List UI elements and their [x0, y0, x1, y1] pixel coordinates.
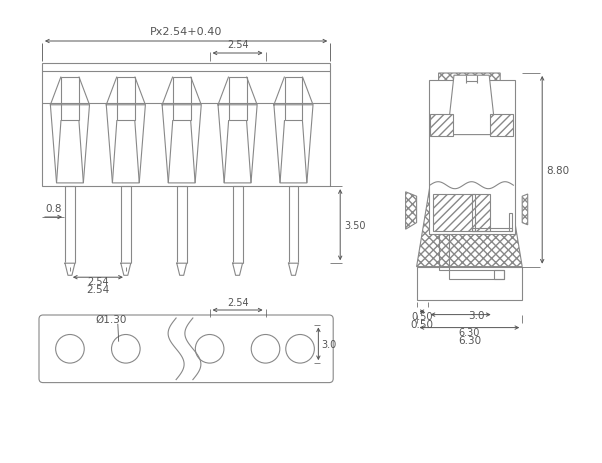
Text: 3.0: 3.0 [321, 339, 337, 349]
Bar [433, 194, 490, 232]
Polygon shape [406, 193, 417, 230]
Circle shape [55, 335, 84, 363]
Text: 3.50: 3.50 [344, 220, 365, 230]
Bar [471, 194, 475, 232]
Text: Ø1.30: Ø1.30 [96, 314, 127, 324]
Bar [61, 77, 79, 121]
Bar [285, 77, 302, 121]
Text: 6.30: 6.30 [459, 327, 480, 337]
Bar [117, 77, 135, 121]
Bar [471, 229, 512, 232]
Circle shape [286, 335, 314, 363]
Bar [448, 270, 503, 279]
Bar [173, 77, 191, 121]
Bar [430, 114, 453, 137]
Bar [288, 187, 299, 263]
Text: 2.54: 2.54 [227, 297, 249, 307]
Text: 3.0: 3.0 [468, 310, 485, 320]
Bar [177, 187, 187, 263]
Polygon shape [288, 263, 299, 275]
Text: 2.54: 2.54 [86, 285, 110, 294]
Bar [232, 187, 243, 263]
Bar [439, 234, 448, 270]
Polygon shape [417, 74, 522, 267]
Text: 2.54: 2.54 [227, 40, 249, 50]
Polygon shape [121, 263, 131, 275]
Circle shape [195, 335, 224, 363]
Bar [417, 267, 522, 300]
Polygon shape [232, 263, 243, 275]
Bar [509, 213, 512, 232]
Bar [490, 114, 514, 137]
Circle shape [111, 335, 140, 363]
Bar [65, 187, 75, 263]
Text: 0.8: 0.8 [45, 204, 62, 213]
Bar [229, 77, 247, 121]
FancyBboxPatch shape [39, 315, 333, 383]
Text: 8.80: 8.80 [546, 165, 569, 175]
Text: 0.50: 0.50 [411, 311, 433, 321]
Circle shape [251, 335, 280, 363]
Bar [429, 81, 515, 234]
Bar [121, 187, 131, 263]
Polygon shape [65, 263, 75, 275]
Polygon shape [522, 194, 528, 225]
Text: 0.50: 0.50 [411, 319, 433, 329]
Polygon shape [177, 263, 187, 275]
Text: 2.54: 2.54 [87, 276, 109, 287]
Text: Px2.54+0.40: Px2.54+0.40 [150, 27, 222, 37]
Bar [494, 270, 503, 279]
Polygon shape [447, 76, 496, 135]
Text: 6.30: 6.30 [458, 335, 481, 345]
Bar [42, 64, 330, 187]
